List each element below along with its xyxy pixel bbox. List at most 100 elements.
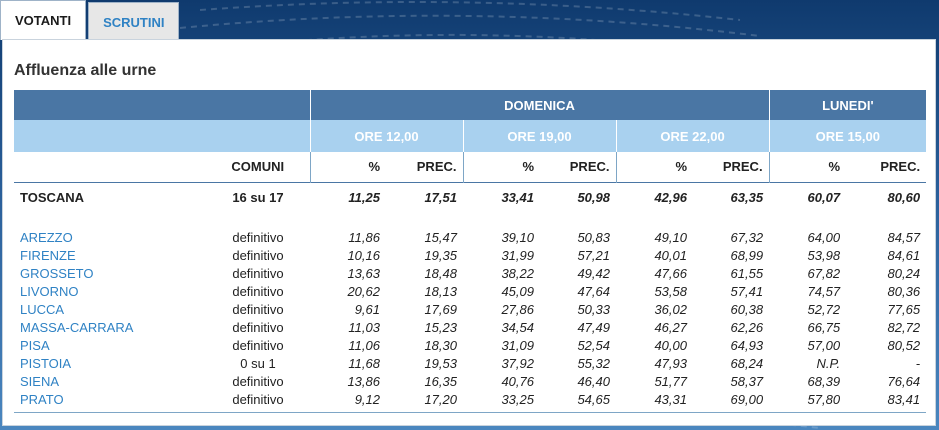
region-comuni: 16 su 17 <box>206 181 310 212</box>
province-link[interactable]: LUCCA <box>20 301 65 317</box>
province-value: 11,86 <box>348 229 380 245</box>
province-value: 45,09 <box>501 283 534 299</box>
header-prec-1: PREC. <box>416 159 457 175</box>
province-comuni: definitivo <box>232 373 284 389</box>
page-title: Affluenza alle urne <box>14 62 157 79</box>
province-link[interactable]: PISTOIA <box>20 355 72 371</box>
header-prec-2: PREC. <box>569 159 610 175</box>
header-comuni: COMUNI <box>231 159 285 175</box>
province-value: 31,99 <box>501 247 534 263</box>
province-value: 40,76 <box>501 373 534 389</box>
province-value: 62,26 <box>730 319 764 335</box>
province-value: 76,64 <box>887 373 921 389</box>
spacer-cell <box>14 212 926 228</box>
tab-scrutini[interactable]: SCRUTINI <box>88 2 180 40</box>
province-value: 82,72 <box>887 319 921 335</box>
province-value: 17,69 <box>424 301 457 317</box>
province-value: 68,24 <box>730 355 764 371</box>
region-value: 17,51 <box>386 181 463 212</box>
province-value: 16,35 <box>424 373 457 389</box>
province-value: 13,63 <box>347 265 380 281</box>
province-value: 47,66 <box>654 265 687 281</box>
province-value: 50,83 <box>577 229 610 245</box>
table-bottom-rule <box>14 408 927 413</box>
province-value: 47,49 <box>577 319 610 335</box>
province-value: 9,12 <box>354 391 380 407</box>
province-rows: AREZZO definitivo 11,86 15,47 39,10 50,83 49,1… <box>14 228 926 408</box>
province-value: 39,10 <box>501 229 534 245</box>
province-link[interactable]: LIVORNO <box>20 283 79 299</box>
province-value: 84,57 <box>887 229 921 245</box>
province-link[interactable]: PRATO <box>20 391 64 407</box>
province-value: 20,62 <box>347 283 380 299</box>
region-value: 80,60 <box>846 181 927 212</box>
province-row: LIVORNO definitivo 20,62 18,13 45,09 47,64 53,… <box>14 282 926 300</box>
province-value: 46,40 <box>577 373 610 389</box>
province-value: 80,24 <box>887 265 921 281</box>
province-value: 53,58 <box>654 283 687 299</box>
province-value: 67,82 <box>807 265 841 281</box>
province-comuni: definitivo <box>232 337 284 353</box>
province-value: 64,00 <box>807 229 841 245</box>
province-value: 11,06 <box>348 337 380 353</box>
province-link[interactable]: SIENA <box>20 373 60 389</box>
province-value: 53,98 <box>807 247 841 263</box>
province-link[interactable]: MASSA-CARRARA <box>20 319 134 335</box>
province-link[interactable]: AREZZO <box>20 229 73 245</box>
turnout-table-wrapper: DOMENICA LUNEDI' ORE 12,00 ORE 19,00 ORE… <box>14 90 927 413</box>
province-value: 83,41 <box>887 391 921 407</box>
province-value: N.P. <box>816 355 841 371</box>
province-value: 58,37 <box>730 373 764 389</box>
province-value: 57,00 <box>807 337 841 353</box>
header-name-blank <box>14 152 206 182</box>
province-row: PISTOIA 0 su 1 11,68 19,53 37,92 55,32 47,93 68… <box>14 354 926 372</box>
province-value: 40,01 <box>654 247 687 263</box>
spacer-row <box>14 212 926 228</box>
province-value: 10,16 <box>347 247 380 263</box>
province-value: 57,41 <box>730 283 764 299</box>
province-value: 15,23 <box>424 319 457 335</box>
province-row: LUCCA definitivo 9,61 17,69 27,86 50,33 36,02 6… <box>14 300 926 318</box>
province-value: 38,22 <box>501 265 534 281</box>
region-value: 42,96 <box>616 181 693 212</box>
province-row: FIRENZE definitivo 10,16 19,35 31,99 57,21 40,… <box>14 246 926 264</box>
province-link[interactable]: GROSSETO <box>20 265 94 281</box>
province-value: 27,86 <box>501 301 534 317</box>
province-value: 31,09 <box>501 337 534 353</box>
region-name: TOSCANA <box>14 181 206 212</box>
tab-bar: VOTANTI SCRUTINI <box>0 0 180 40</box>
province-comuni: 0 su 1 <box>240 355 276 371</box>
province-value: - <box>915 355 921 371</box>
header-pct-4: % <box>768 152 847 182</box>
province-value: 49,42 <box>577 265 610 281</box>
province-value: 47,93 <box>654 355 687 371</box>
header-times-row: ORE 12,00 ORE 19,00 ORE 22,00 ORE 15,00 <box>14 120 927 152</box>
province-value: 57,21 <box>577 247 610 263</box>
province-comuni: definitivo <box>232 391 284 407</box>
header-pct-2: % <box>462 152 540 182</box>
province-value: 54,65 <box>577 391 610 407</box>
province-value: 11,68 <box>348 355 380 371</box>
province-value: 18,30 <box>424 337 457 353</box>
province-comuni: definitivo <box>232 301 284 317</box>
province-value: 9,61 <box>354 301 380 317</box>
header-time-1: ORE 12,00 <box>309 120 463 152</box>
province-value: 37,92 <box>501 355 534 371</box>
province-value: 64,93 <box>730 337 764 353</box>
bottom-rule-cell <box>14 408 927 413</box>
province-value: 51,77 <box>654 373 687 389</box>
header-columns-row: COMUNI % PREC. % PREC. % PREC. % PREC. <box>14 152 926 182</box>
province-value: 80,52 <box>887 337 921 353</box>
tab-votanti[interactable]: VOTANTI <box>0 0 87 40</box>
province-row: AREZZO definitivo 11,86 15,47 39,10 50,83 49,1… <box>14 228 926 246</box>
region-value: 63,35 <box>693 181 770 212</box>
province-link[interactable]: PISA <box>20 337 50 353</box>
province-value: 46,27 <box>654 319 687 335</box>
province-comuni: definitivo <box>232 247 284 263</box>
province-value: 33,25 <box>501 391 534 407</box>
region-value: 11,25 <box>310 181 386 212</box>
province-value: 43,31 <box>654 391 687 407</box>
province-link[interactable]: FIRENZE <box>20 247 76 263</box>
province-value: 40,00 <box>654 337 687 353</box>
province-value: 18,13 <box>424 283 457 299</box>
